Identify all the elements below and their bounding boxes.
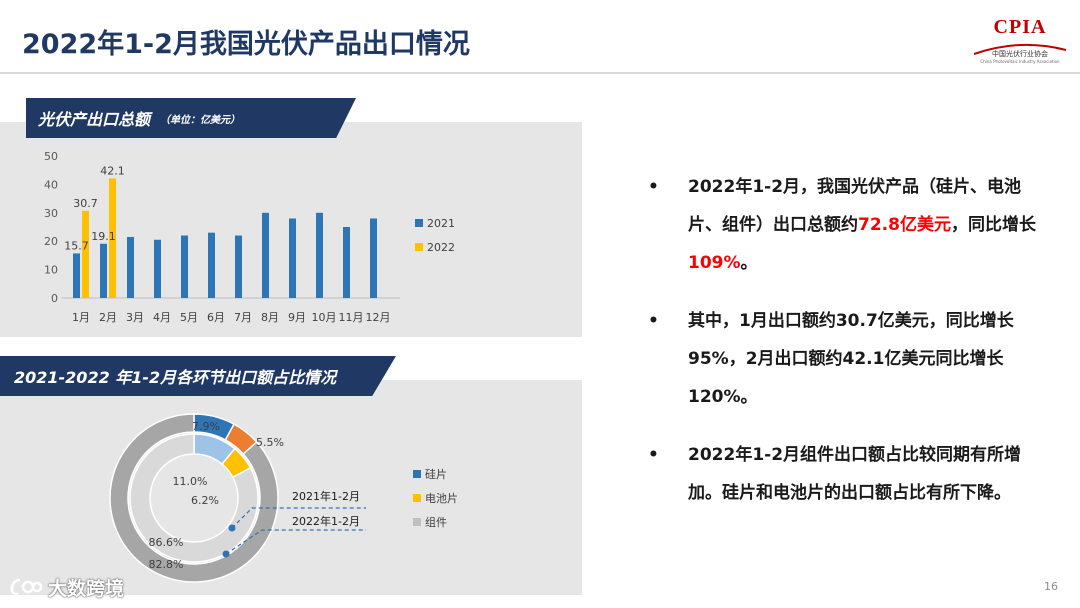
bar-2021-11月 bbox=[343, 227, 350, 298]
x-tick-label: 4月 bbox=[153, 311, 171, 324]
legend-label: 2022 bbox=[427, 241, 455, 254]
bar-chart: 0 10 20 30 40 50 1月 2月 3月 4月 5月 6月 7月 8月 9月 10月 11月 12月 15… bbox=[44, 150, 455, 324]
x-tick-label: 10月 bbox=[312, 311, 337, 324]
bar-chart-title: 光伏产出口总额 bbox=[38, 110, 151, 129]
bar-2021-3月 bbox=[127, 236, 134, 298]
data-label: 30.7 bbox=[73, 197, 98, 210]
bar-2021-7月 bbox=[235, 235, 242, 298]
legend-swatch bbox=[415, 219, 423, 227]
legend-label: 硅片 bbox=[425, 468, 447, 481]
y-tick-label: 20 bbox=[44, 235, 58, 248]
legend-swatch bbox=[415, 243, 423, 251]
bar-2021-2月 bbox=[100, 243, 107, 298]
bar-2021-12月 bbox=[370, 218, 377, 298]
logo-sub-text: 中国光伏行业协会 bbox=[992, 50, 1048, 58]
bullet-text: 。 bbox=[740, 253, 758, 273]
x-tick-label: 12月 bbox=[366, 311, 391, 324]
highlight-text: 109% bbox=[688, 253, 741, 273]
bar-2022-2月 bbox=[109, 178, 116, 298]
legend-swatch bbox=[413, 470, 421, 478]
summary-bullets: • 2022年1-2月，我国光伏产品（硅片、电池片、组件）出口总额约72.8亿美元… bbox=[648, 168, 1048, 532]
bullet-text: 2022年1-2月组件出口额占比较同期有所增加。硅片和电池片的出口额占比有所下降… bbox=[688, 445, 1022, 503]
logo-main-text: CPIA bbox=[993, 16, 1047, 38]
x-tick-label: 3月 bbox=[126, 311, 144, 324]
bullet-dot: • bbox=[648, 177, 659, 197]
bullet-dot: • bbox=[648, 445, 659, 465]
donut-label: 11.0% bbox=[173, 475, 208, 488]
data-label: 42.1 bbox=[100, 164, 125, 177]
legend-label: 2021 bbox=[427, 217, 455, 230]
x-tick-label: 6月 bbox=[207, 311, 225, 324]
logo-sub-en-text: China Photovoltaic Industry Association bbox=[980, 59, 1060, 64]
watermark-logo-icon bbox=[10, 578, 42, 596]
bullet-text: 2022年1-2月，我国光伏产品（硅片、电池片、组件）出口总额约 bbox=[688, 177, 1022, 235]
bar-2022-1月 bbox=[82, 210, 89, 298]
data-label: 19.1 bbox=[91, 230, 116, 243]
leader-line bbox=[231, 507, 366, 529]
highlight-text: 72.8亿美元 bbox=[858, 215, 951, 235]
y-tick-label: 0 bbox=[51, 292, 58, 305]
donut-chart: 11.0% 6.2% 82.8% 7.9% 5.5% 86.6% 2021年1-2月 2022… bbox=[109, 413, 458, 583]
bar-2021-4月 bbox=[154, 239, 161, 298]
y-tick-label: 40 bbox=[44, 178, 58, 191]
bar-2021-9月 bbox=[289, 218, 296, 298]
page-title: 2022年1-2月我国光伏产品出口情况 bbox=[22, 29, 470, 60]
donut-label: 86.6% bbox=[149, 536, 184, 549]
donut-chart-panel bbox=[0, 380, 582, 595]
donut-label: 6.2% bbox=[191, 494, 219, 507]
donut-label: 7.9% bbox=[192, 420, 220, 433]
bar-2021-5月 bbox=[181, 235, 188, 298]
cpia-logo: CPIA 中国光伏行业协会 China Photovoltaic Industr… bbox=[968, 10, 1072, 68]
x-tick-label: 11月 bbox=[339, 311, 364, 324]
donut-label: 5.5% bbox=[256, 436, 284, 449]
x-tick-label: 2月 bbox=[99, 311, 117, 324]
watermark: 大数跨境 bbox=[8, 573, 124, 601]
legend-label: 组件 bbox=[425, 515, 447, 529]
y-tick-label: 30 bbox=[44, 207, 58, 220]
data-label: 15.7 bbox=[64, 239, 89, 252]
page-number: 16 bbox=[1044, 580, 1058, 593]
legend-swatch bbox=[413, 494, 421, 502]
donut-label: 82.8% bbox=[149, 558, 184, 571]
bar-chart-banner: 光伏产出口总额 （单位：亿美元） bbox=[26, 98, 356, 138]
leader-dot bbox=[222, 550, 230, 558]
donut-chart-banner: 2021-2022 年1-2月各环节出口额占比情况 bbox=[0, 356, 396, 396]
ring-series-label: 2022年1-2月 bbox=[292, 514, 360, 528]
logo-swoosh-icon bbox=[973, 43, 1067, 55]
summary-bullet: • 2022年1-2月组件出口额占比较同期有所增加。硅片和电池片的出口额占比有所下… bbox=[648, 436, 1048, 512]
ring-series-label: 2021年1-2月 bbox=[292, 489, 360, 503]
x-tick-label: 5月 bbox=[180, 311, 198, 324]
donut-chart-title: 2021-2022 年1-2月各环节出口额占比情况 bbox=[14, 368, 337, 387]
bullet-dot: • bbox=[648, 311, 659, 331]
legend-label: 电池片 bbox=[425, 492, 458, 505]
x-tick-label: 7月 bbox=[234, 311, 252, 324]
y-tick-label: 50 bbox=[44, 150, 58, 163]
bar-chart-unit: （单位：亿美元） bbox=[160, 114, 241, 126]
y-tick-label: 10 bbox=[44, 264, 58, 277]
bar-2021-1月 bbox=[73, 253, 80, 298]
summary-bullet: • 2022年1-2月，我国光伏产品（硅片、电池片、组件）出口总额约72.8亿美元… bbox=[648, 168, 1048, 282]
leader-dot bbox=[228, 524, 236, 532]
legend-swatch bbox=[413, 518, 421, 526]
bar-2021-6月 bbox=[208, 232, 215, 298]
watermark-text: 大数跨境 bbox=[48, 577, 125, 600]
x-tick-label: 8月 bbox=[261, 311, 279, 324]
summary-bullet: • 其中，1月出口额约30.7亿美元，同比增长95%，2月出口额约42.1亿美元同… bbox=[648, 302, 1048, 416]
bullet-text: ，同比增长 bbox=[950, 215, 1036, 235]
bar-2021-8月 bbox=[262, 212, 269, 298]
leader-line bbox=[225, 529, 366, 555]
bar-2021-10月 bbox=[316, 212, 323, 298]
title-divider bbox=[0, 72, 1080, 74]
bullet-text: 其中，1月出口额约30.7亿美元，同比增长95%，2月出口额约42.1亿美元同比… bbox=[688, 311, 1014, 407]
x-tick-label: 9月 bbox=[288, 311, 306, 324]
x-tick-label: 1月 bbox=[72, 311, 90, 324]
